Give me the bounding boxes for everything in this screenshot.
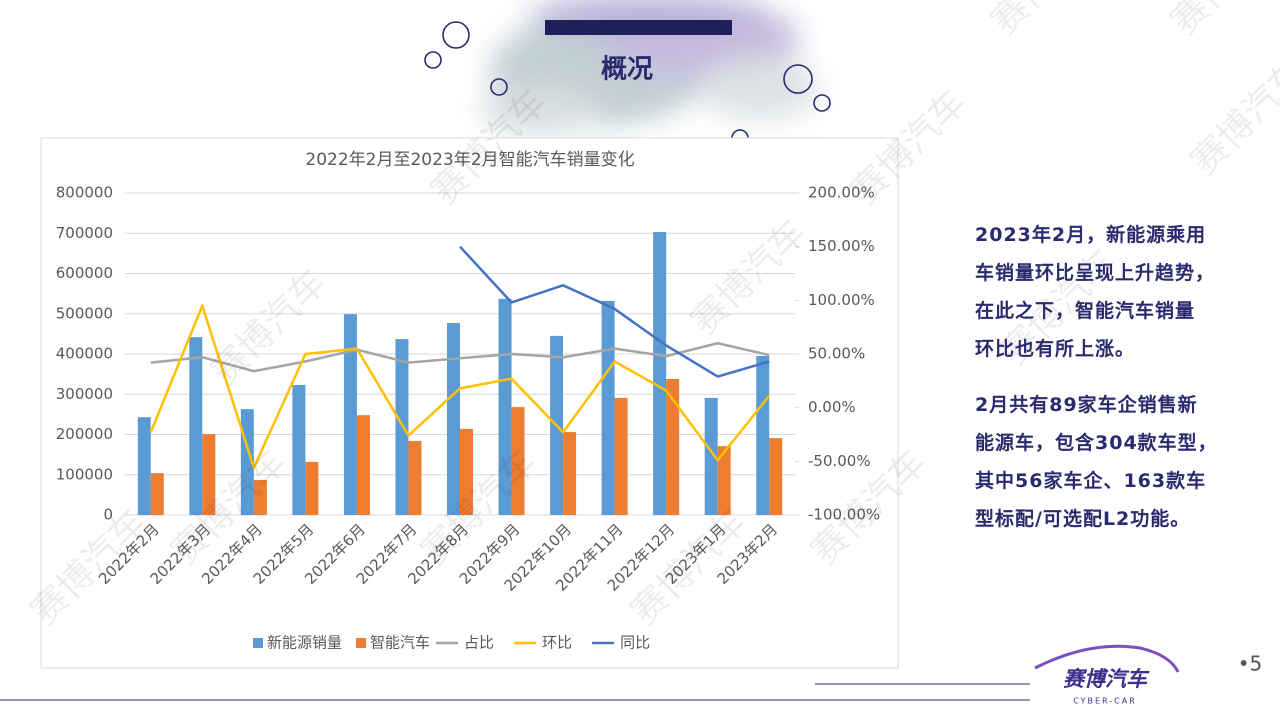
y2-tick-label: 200.00%: [808, 184, 875, 202]
y2-tick-label: 150.00%: [808, 237, 875, 255]
bar: [563, 432, 577, 515]
logo-text: 赛博汽车: [1063, 667, 1150, 691]
y2-tick-label: 100.00%: [808, 291, 875, 309]
y-tick-label: 700000: [56, 224, 113, 242]
watermark: 赛博汽车: [1164, 0, 1280, 43]
legend-label: 新能源销量: [267, 634, 342, 652]
bar: [343, 314, 357, 515]
bar: [137, 417, 151, 515]
text-line: 2023年2月，新能源乘用: [975, 224, 1207, 246]
bar: [253, 479, 267, 515]
bar: [356, 415, 370, 515]
y-tick-label: 100000: [56, 465, 113, 483]
bar: [460, 428, 473, 515]
y-tick-label: 0: [103, 506, 113, 524]
bar: [601, 300, 615, 515]
logo-subtext: CYBER-CAR: [1073, 697, 1137, 706]
bar: [756, 356, 770, 515]
bar: [511, 407, 525, 515]
bar: [202, 434, 216, 515]
text-line: 其中56家车企、163款车: [975, 470, 1207, 492]
bar: [769, 438, 783, 515]
y2-tick-label: 0.00%: [808, 398, 856, 416]
text-line: 在此之下，智能汽车销量: [975, 300, 1196, 322]
bar: [498, 298, 512, 515]
chart-frame: [40, 137, 899, 669]
paragraph: 2月共有89家车企销售新 能源车，包含304款车型， 其中56家车企、163款车 型标…: [975, 386, 1245, 538]
text-line: 型标配/可选配L2功能。: [975, 508, 1191, 530]
side-text: 2023年2月，新能源乘用 车销量环比呈现上升趋势， 在此之下，智能汽车销量 环比也有…: [975, 216, 1245, 538]
bar: [150, 473, 164, 515]
page-number: •5: [1238, 652, 1263, 676]
chart-title: 2022年2月至2023年2月智能汽车销量变化: [305, 150, 634, 170]
text-line: 2月共有89家车企销售新: [975, 394, 1198, 416]
legend-swatch: [253, 638, 263, 648]
legend-label: 环比: [542, 634, 572, 652]
bar: [717, 446, 731, 515]
y-tick-label: 600000: [56, 264, 113, 282]
legend-swatch: [356, 638, 367, 648]
line-series: [459, 245, 770, 378]
y2-tick-label: -100.00%: [808, 506, 880, 524]
bar: [292, 384, 306, 515]
legend-label: 智能汽车: [370, 634, 430, 652]
text-line: 车销量环比呈现上升趋势，: [975, 262, 1216, 284]
y-tick-label: 800000: [56, 184, 113, 202]
y2-tick-label: -50.00%: [808, 452, 871, 470]
bar: [305, 461, 319, 515]
y-tick-label: 500000: [56, 304, 113, 322]
bar: [408, 440, 422, 515]
bar: [666, 378, 680, 515]
logo-swoosh: [1034, 644, 1180, 673]
bar: [447, 323, 460, 515]
bar: [614, 397, 628, 515]
title-bar: [545, 20, 732, 35]
y-tick-label: 200000: [56, 425, 113, 443]
y-tick-label: 400000: [56, 345, 113, 363]
y2-tick-label: 50.00%: [808, 345, 865, 363]
line-series: [149, 304, 771, 470]
y-tick-label: 300000: [56, 385, 113, 403]
watermark: 赛博汽车: [984, 0, 1115, 43]
legend-label: 占比: [464, 634, 494, 652]
bar: [653, 232, 667, 516]
legend-label: 同比: [620, 634, 650, 652]
text-line: 环比也有所上涨。: [975, 338, 1136, 360]
decor-circles: [424, 21, 831, 147]
line-series: [150, 342, 770, 373]
text-line: 能源车，包含304款车型，: [975, 432, 1218, 454]
bar: [189, 337, 203, 515]
watermark: 赛博汽车: [1184, 52, 1280, 183]
paragraph: 2023年2月，新能源乘用 车销量环比呈现上升趋势， 在此之下，智能汽车销量 环比也有…: [975, 216, 1245, 368]
bar: [704, 397, 718, 515]
slide-title: 概况: [601, 55, 653, 85]
